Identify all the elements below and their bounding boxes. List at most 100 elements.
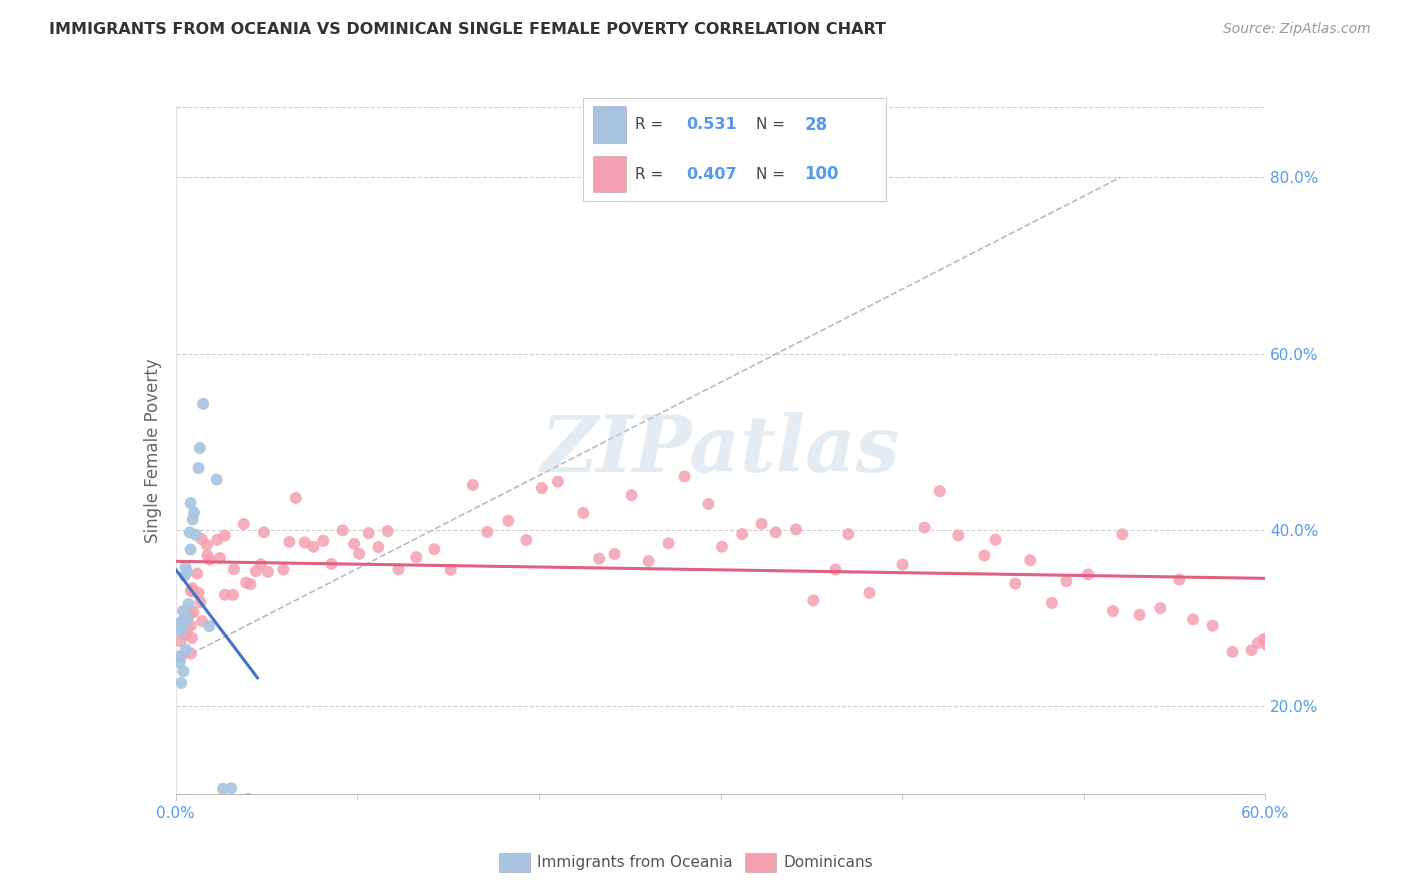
- Point: [180, 496, 202, 510]
- Point: [347, 547, 370, 561]
- Point: [547, 475, 569, 489]
- Point: [657, 536, 679, 550]
- Point: [205, 473, 228, 487]
- Text: Source: ZipAtlas.com: Source: ZipAtlas.com: [1223, 22, 1371, 37]
- Point: [294, 535, 316, 549]
- Point: [1253, 632, 1275, 647]
- Text: ZIPatlas: ZIPatlas: [541, 412, 900, 489]
- Point: [572, 506, 595, 520]
- Point: [195, 549, 218, 563]
- FancyBboxPatch shape: [592, 155, 626, 193]
- Point: [179, 525, 201, 540]
- Point: [169, 649, 191, 664]
- Point: [1222, 645, 1244, 659]
- Point: [173, 612, 195, 626]
- Point: [928, 484, 950, 499]
- Point: [332, 524, 354, 538]
- Point: [235, 575, 257, 590]
- Point: [174, 642, 197, 657]
- Text: 0.531: 0.531: [686, 117, 737, 132]
- Point: [1168, 573, 1191, 587]
- Point: [208, 551, 231, 566]
- Point: [183, 506, 205, 520]
- Point: [173, 613, 195, 627]
- Point: [377, 524, 399, 538]
- Point: [387, 562, 409, 576]
- Text: R =: R =: [636, 117, 668, 132]
- Point: [212, 781, 235, 796]
- Text: 100: 100: [804, 165, 838, 183]
- Point: [1201, 618, 1223, 632]
- Point: [731, 527, 754, 541]
- Point: [180, 542, 202, 557]
- Point: [302, 540, 325, 554]
- Point: [530, 481, 553, 495]
- Point: [697, 497, 720, 511]
- Point: [190, 532, 212, 546]
- Point: [183, 605, 205, 619]
- Point: [176, 565, 198, 579]
- Point: [190, 595, 212, 609]
- Point: [948, 528, 970, 542]
- Text: 28: 28: [804, 116, 827, 134]
- Point: [1111, 527, 1133, 541]
- Point: [238, 792, 260, 806]
- Point: [169, 624, 191, 639]
- Point: [177, 597, 200, 611]
- Text: R =: R =: [636, 167, 668, 182]
- Point: [357, 526, 380, 541]
- Point: [1247, 636, 1270, 650]
- Point: [588, 551, 610, 566]
- Point: [172, 604, 194, 618]
- Point: [423, 542, 446, 557]
- Point: [1054, 574, 1077, 589]
- Point: [284, 491, 307, 505]
- Point: [405, 550, 427, 565]
- Point: [440, 563, 463, 577]
- Text: Dominicans: Dominicans: [783, 855, 873, 870]
- Text: Immigrants from Oceania: Immigrants from Oceania: [537, 855, 733, 870]
- Point: [222, 588, 245, 602]
- Point: [176, 611, 198, 625]
- Point: [172, 664, 194, 678]
- Point: [515, 533, 537, 547]
- Point: [169, 634, 191, 648]
- Point: [176, 621, 198, 635]
- Point: [891, 558, 914, 572]
- Point: [173, 568, 195, 582]
- Point: [498, 514, 520, 528]
- Point: [477, 524, 499, 539]
- Point: [187, 461, 209, 475]
- Point: [620, 488, 643, 502]
- Point: [181, 631, 204, 645]
- Point: [273, 562, 295, 576]
- Point: [183, 584, 205, 599]
- Point: [170, 676, 193, 690]
- Point: [1102, 604, 1125, 618]
- Point: [321, 557, 343, 571]
- Point: [195, 538, 218, 552]
- Point: [239, 577, 262, 591]
- Point: [180, 583, 202, 598]
- Point: [1004, 576, 1026, 591]
- Point: [170, 615, 193, 629]
- Point: [250, 558, 273, 572]
- Point: [1019, 553, 1042, 567]
- Point: [187, 586, 209, 600]
- Point: [1256, 638, 1278, 652]
- Point: [461, 478, 484, 492]
- Point: [312, 533, 335, 548]
- Point: [257, 565, 280, 579]
- Y-axis label: Single Female Poverty: Single Female Poverty: [143, 359, 162, 542]
- Point: [278, 534, 301, 549]
- Point: [858, 586, 880, 600]
- Point: [198, 552, 221, 566]
- Point: [245, 564, 267, 578]
- Text: IMMIGRANTS FROM OCEANIA VS DOMINICAN SINGLE FEMALE POVERTY CORRELATION CHART: IMMIGRANTS FROM OCEANIA VS DOMINICAN SIN…: [49, 22, 886, 37]
- Point: [1040, 596, 1063, 610]
- Point: [1182, 612, 1205, 626]
- Point: [193, 397, 215, 411]
- Point: [1260, 624, 1282, 638]
- Point: [207, 533, 229, 547]
- Point: [637, 554, 659, 568]
